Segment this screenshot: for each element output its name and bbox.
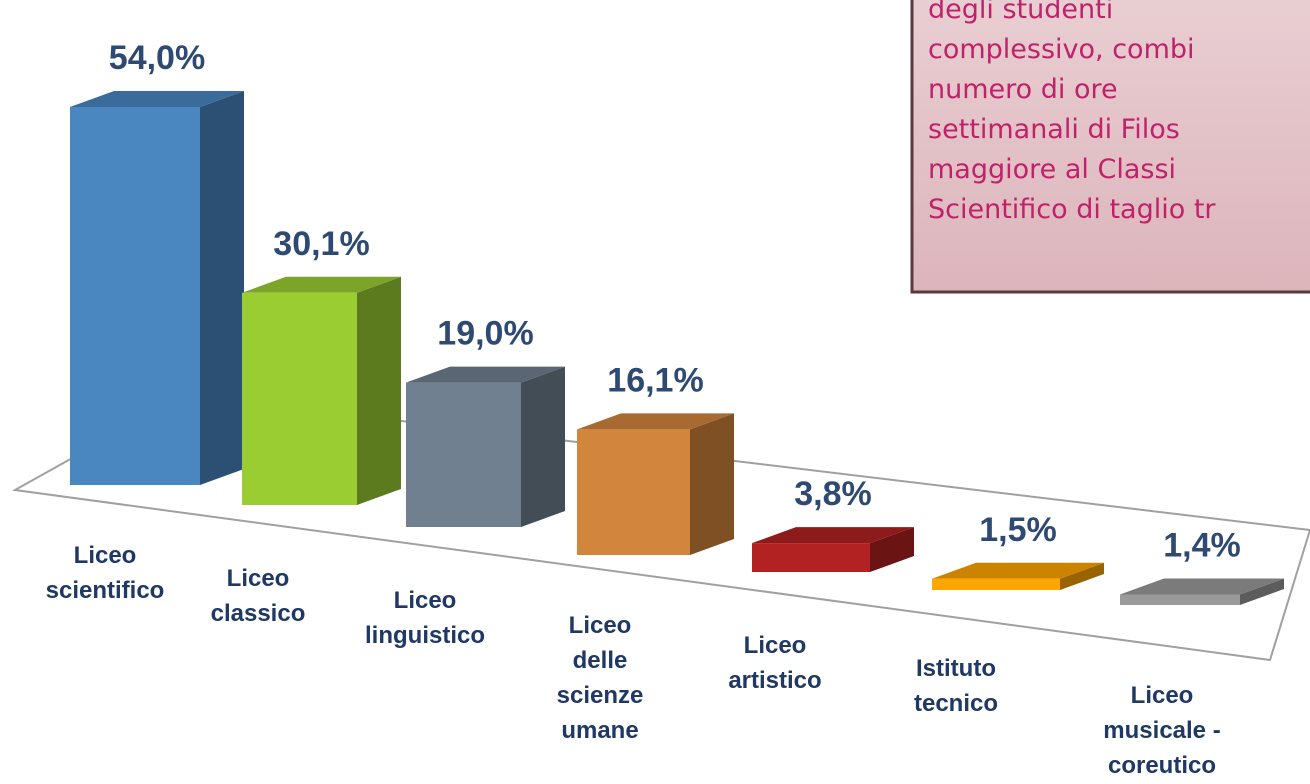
bar-side bbox=[870, 527, 914, 572]
bar-top bbox=[932, 562, 1104, 579]
category-label: Liceo linguistico bbox=[365, 587, 485, 649]
value-label: 16,1% bbox=[607, 361, 703, 399]
annotation-line: maggiore al Classi bbox=[928, 154, 1176, 185]
category-label: Liceo delle scienze umane bbox=[557, 612, 644, 744]
category-label: Istituto tecnico bbox=[914, 655, 998, 717]
bar-front bbox=[1120, 594, 1240, 605]
bar-side bbox=[200, 91, 244, 485]
value-label: 30,1% bbox=[273, 225, 369, 263]
bar bbox=[1120, 578, 1284, 605]
annotation: degli studenti complessivo, combi numero d… bbox=[928, 0, 1216, 225]
bar-top bbox=[242, 276, 401, 293]
bar-top bbox=[577, 413, 734, 430]
bar bbox=[242, 276, 401, 505]
bar-front bbox=[70, 107, 200, 485]
bar bbox=[70, 91, 244, 485]
bar-front bbox=[752, 543, 870, 572]
bars: 54,0% Liceo scientifico 30,1% Liceo classico 1… bbox=[46, 39, 1284, 779]
bar bbox=[752, 527, 914, 572]
annotation-line: complessivo, combi bbox=[928, 34, 1195, 65]
annotation-box bbox=[910, 0, 1310, 294]
bar bbox=[577, 413, 734, 555]
bar-front bbox=[932, 578, 1060, 590]
bar bbox=[932, 562, 1104, 590]
annotation-line: numero di ore bbox=[928, 74, 1118, 105]
value-label: 1,4% bbox=[1163, 527, 1241, 565]
bar-top bbox=[70, 91, 244, 107]
bar-side bbox=[521, 366, 565, 527]
bar-side bbox=[357, 276, 401, 505]
annotation-line: Scientifico di taglio tr bbox=[928, 194, 1216, 225]
value-label: 3,8% bbox=[794, 475, 872, 513]
bar-top bbox=[1120, 578, 1284, 595]
category-label: Liceo artistico bbox=[728, 632, 821, 694]
bar-side bbox=[1060, 562, 1104, 590]
bar-side bbox=[1240, 578, 1284, 605]
value-label: 54,0% bbox=[109, 39, 205, 77]
category-label: Liceo scientifico bbox=[46, 542, 165, 604]
bar bbox=[406, 366, 565, 527]
bar-front bbox=[406, 382, 521, 527]
bar-front bbox=[242, 292, 357, 505]
annotation-line: settimanali di Filos bbox=[928, 114, 1180, 145]
annotation-line: degli studenti bbox=[928, 0, 1113, 25]
bar-front bbox=[577, 429, 690, 555]
category-label: Liceo classico bbox=[211, 565, 306, 627]
value-label: 1,5% bbox=[979, 511, 1057, 549]
category-label: Liceo musicale -coreutico bbox=[1103, 682, 1220, 779]
bar-top bbox=[752, 527, 914, 544]
bar-side bbox=[690, 413, 734, 555]
value-label: 19,0% bbox=[437, 315, 533, 353]
bar-top bbox=[406, 366, 565, 383]
